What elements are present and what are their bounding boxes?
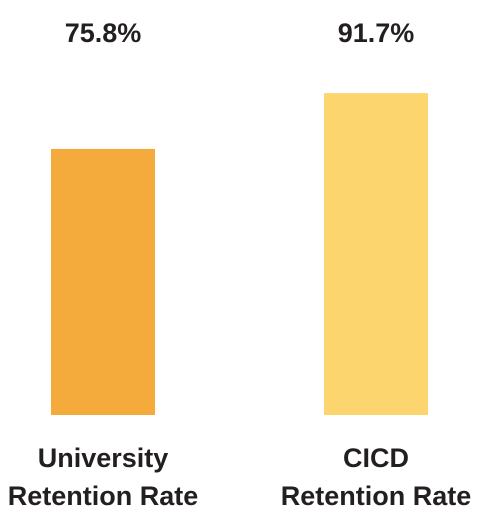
value-label-0: 75.8% — [65, 18, 142, 48]
bars-group — [51, 93, 428, 416]
category-label-1-line-1: Retention Rate — [281, 481, 472, 511]
value-label-1: 91.7% — [338, 18, 415, 48]
bar-1 — [324, 93, 428, 416]
bar-0 — [51, 148, 155, 415]
category-labels-group: University Retention Rate CICD Retention Ra… — [8, 443, 472, 511]
category-label-1-line-0: CICD — [343, 443, 409, 473]
value-labels-group: 75.8% 91.7% — [65, 18, 415, 48]
category-label-0-line-1: Retention Rate — [8, 481, 199, 511]
category-label-0-line-0: University — [38, 443, 169, 473]
